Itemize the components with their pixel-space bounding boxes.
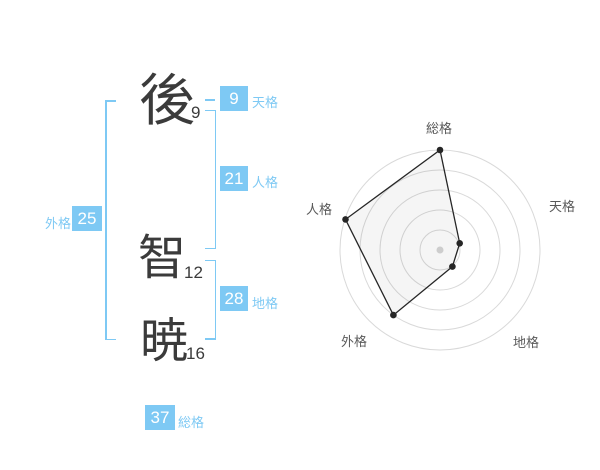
svg-text:天格: 天格 xyxy=(549,199,575,214)
svg-text:外格: 外格 xyxy=(341,334,367,349)
svg-text:人格: 人格 xyxy=(306,202,332,217)
svg-text:総格: 総格 xyxy=(426,121,452,136)
svg-text:地格: 地格 xyxy=(513,335,539,350)
